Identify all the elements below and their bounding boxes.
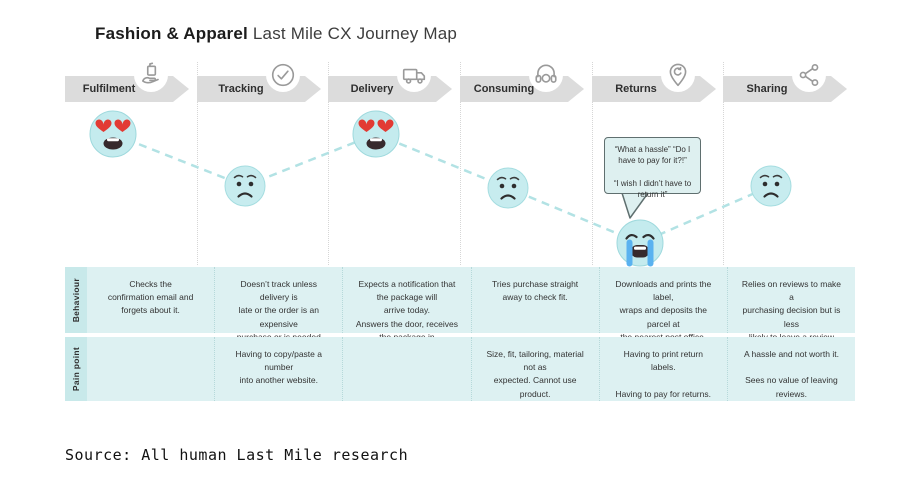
speech-bubble-tail xyxy=(621,193,649,219)
headphones-icon xyxy=(529,58,563,92)
stage-label: Sharing xyxy=(746,83,788,95)
stage-label: Fulfilment xyxy=(82,83,136,95)
delivery-truck-icon xyxy=(397,58,431,92)
pain-cell-fulfilment xyxy=(87,337,215,401)
crying-emoji-returns xyxy=(616,219,664,267)
behaviour-cell-delivery: Expects a notification that the package … xyxy=(342,267,471,368)
behaviour-cell-sharing: Relies on reviews to make a purchasing d… xyxy=(726,267,856,342)
stage-header-delivery: Delivery xyxy=(328,58,452,102)
hand-holding-package-icon xyxy=(134,58,168,92)
speech-bubble: “What a hassle” “Do I have to pay for it… xyxy=(604,137,701,199)
row-label-pain-point: Pain point xyxy=(65,337,87,401)
behaviour-cell-consuming: Tries purchase straight away to check fi… xyxy=(470,267,599,333)
emotion-dashed-line xyxy=(112,132,772,245)
pain-cell-returns: Having to print return labels. Having to… xyxy=(598,337,727,401)
pain-cell-consuming: Size, fit, tailoring, material not as ex… xyxy=(470,337,599,401)
stage-label: Delivery xyxy=(350,83,394,95)
stage-header-tracking: Tracking xyxy=(197,58,321,102)
heart-eyes-emoji-fulfilment xyxy=(89,110,137,158)
behaviour-cell-fulfilment: Checks the confirmation email and forget… xyxy=(87,267,215,333)
behaviour-cell-tracking: Doesn’t track unless delivery is late or… xyxy=(214,267,343,355)
stage-header-fulfilment: Fulfilment xyxy=(65,58,189,102)
emotion-journey-chart xyxy=(89,110,792,267)
stage-label: Returns xyxy=(615,83,657,95)
share-nodes-icon xyxy=(792,58,826,92)
behaviour-row: Behaviour Checks the confirmation email … xyxy=(65,267,856,368)
worried-emoji-tracking xyxy=(224,165,266,207)
page-title: Fashion & Apparel Last Mile CX Journey M… xyxy=(95,24,457,44)
stage-label: Tracking xyxy=(218,83,264,95)
pain-point-row: Pain point Having to copy/paste a number… xyxy=(65,337,856,401)
title-brand: Fashion & Apparel xyxy=(95,24,248,43)
check-circle-icon xyxy=(266,58,300,92)
column-divider xyxy=(592,62,593,265)
behaviour-cell-returns: Downloads and prints the label, wraps an… xyxy=(598,267,727,342)
return-pin-icon xyxy=(661,58,695,92)
stage-header-sharing: Sharing xyxy=(723,58,847,102)
pain-cell-tracking: Having to copy/paste a number into anoth… xyxy=(214,337,343,401)
row-label-behaviour: Behaviour xyxy=(65,267,87,333)
worried-emoji-sharing xyxy=(750,165,792,207)
pain-cell-delivery xyxy=(342,337,471,401)
source-note: Source: All human Last Mile research xyxy=(65,446,409,464)
pain-cell-sharing: A hassle and not worth it. Sees no value… xyxy=(726,337,856,401)
column-divider xyxy=(460,62,461,265)
column-divider xyxy=(328,62,329,265)
heart-eyes-emoji-delivery xyxy=(352,110,400,158)
stage-header-returns: Returns xyxy=(592,58,716,102)
stage-label: Consuming xyxy=(473,83,535,95)
stage-header-consuming: Consuming xyxy=(460,58,584,102)
worried-emoji-consuming xyxy=(487,167,529,209)
column-divider xyxy=(723,62,724,265)
column-divider xyxy=(197,62,198,265)
title-rest: Last Mile CX Journey Map xyxy=(247,24,458,43)
